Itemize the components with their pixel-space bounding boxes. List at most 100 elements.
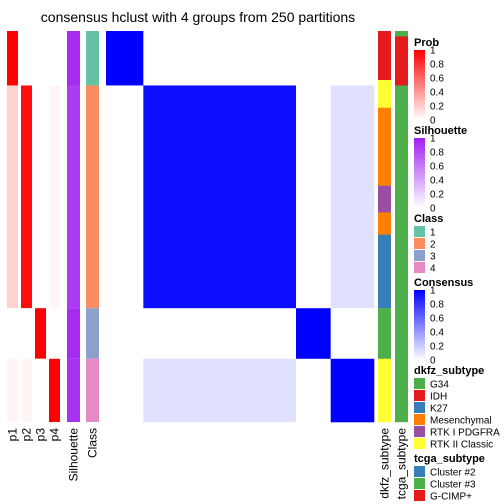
annotation-column-p1 [7,31,18,422]
annotation-cell [86,31,99,86]
legend-tick-label: 0.4 [430,88,444,99]
legends: Prob10.80.60.40.20Silhouette10.80.60.40.… [414,37,500,503]
annotation-cell [35,358,46,422]
consensus-block [106,31,144,86]
annotation-cell [67,85,80,309]
legend-swatch [414,250,425,261]
annotation-cell [86,308,99,359]
legend-tick-label: 0.2 [430,190,444,201]
column-label-class: Class [86,428,100,458]
column-label-dkfz_subtype: dkfz_subtype [378,428,392,499]
legend-gradient-bar [414,138,425,208]
legend-swatch [414,466,425,477]
annotation-cell [21,31,32,86]
legend-tick-label: 0 [430,204,436,215]
consensus-block [330,308,375,360]
side-cell [378,85,391,108]
legend-swatch [414,262,425,273]
legend-item-label: Cluster #2 [430,468,476,479]
annotation-column-p4 [49,31,60,422]
legend-swatch [414,402,425,413]
legend-swatch [414,226,425,237]
annotation-column-p3 [35,31,46,422]
legend-tick-label: 0 [430,116,436,127]
legend-title: dkfz_subtype [414,365,484,377]
side-column-dkfz_subtype [378,31,391,423]
annotation-cell [7,308,18,359]
annotation-column-silhouette [67,31,80,422]
consensus-block [330,358,375,423]
annotation-cell [35,31,46,86]
annotation-cell [49,31,60,86]
consensus-block [330,85,375,309]
column-label-p4: p4 [48,428,62,442]
side-cell [395,308,408,359]
legend-swatch [414,490,425,501]
legend-tick-label: 0.4 [430,328,444,339]
consensus-block [296,358,331,423]
legend-swatch [414,378,425,389]
side-cell [378,107,391,186]
consensus-block [106,308,144,360]
annotation-cell [67,308,80,359]
legend-swatch [414,426,425,437]
legend-tick-label: 0.2 [430,102,444,113]
consensus-block [143,308,297,360]
legend-gradient-bar [414,290,425,360]
column-labels: p1 p2 p3 p4 Silhouette Class dkfz_subtype tcga_… [6,428,409,500]
annotation-cell [49,85,60,309]
consensus-block [143,358,297,423]
consensus-block [296,308,331,360]
legend-tick-label: 0 [430,356,436,367]
legend-tick-label: 1 [430,286,436,297]
column-label-tcga_subtype: tcga_subtype [395,428,409,500]
legend-gradient-bar [414,50,425,120]
annotation-cell [21,358,32,422]
side-cell [378,308,391,359]
annotation-cell [86,85,99,309]
legend-tick-label: 0.8 [430,300,444,311]
heatmap-body [7,31,408,423]
legend-swatch [414,478,425,489]
consensus-block [296,31,331,86]
annotation-cell [7,358,18,422]
legend-tick-label: 0.6 [430,74,444,85]
legend-swatch [414,438,425,449]
legend-tick-label: 0.6 [430,314,444,325]
column-label-silhouette: Silhouette [67,428,81,482]
legend-title: Class [414,213,443,225]
column-label-p1: p1 [6,428,20,442]
legend-tick-label: 0.6 [430,162,444,173]
legend-item-label: 2 [430,240,436,251]
legend-item-label: Mesenchymal [430,416,492,427]
annotation-cell [7,31,18,86]
annotation-column-class [86,31,99,422]
consensus-block [106,358,144,423]
legend-item-label: Cluster #3 [430,480,476,491]
side-cell [378,358,391,423]
annotation-cell [21,308,32,359]
side-cell [378,185,391,213]
legend-title: tcga_subtype [414,453,485,465]
legend-item-label: 4 [430,264,436,275]
consensus-block [143,85,297,309]
annotation-cell [49,358,60,422]
legend-item-label: IDH [430,392,447,403]
legend-title: Prob [414,37,439,49]
legend-tick-label: 1 [430,134,436,145]
legend-item-label: 1 [430,228,436,239]
legend-item-label: K27 [430,404,448,415]
legend-item-label: G-CIMP+ [430,492,472,503]
side-column-tcga_subtype [395,31,408,423]
side-cell [378,31,391,81]
side-cell [378,234,391,309]
annotation-cell [21,85,32,309]
legend-swatch [414,238,425,249]
